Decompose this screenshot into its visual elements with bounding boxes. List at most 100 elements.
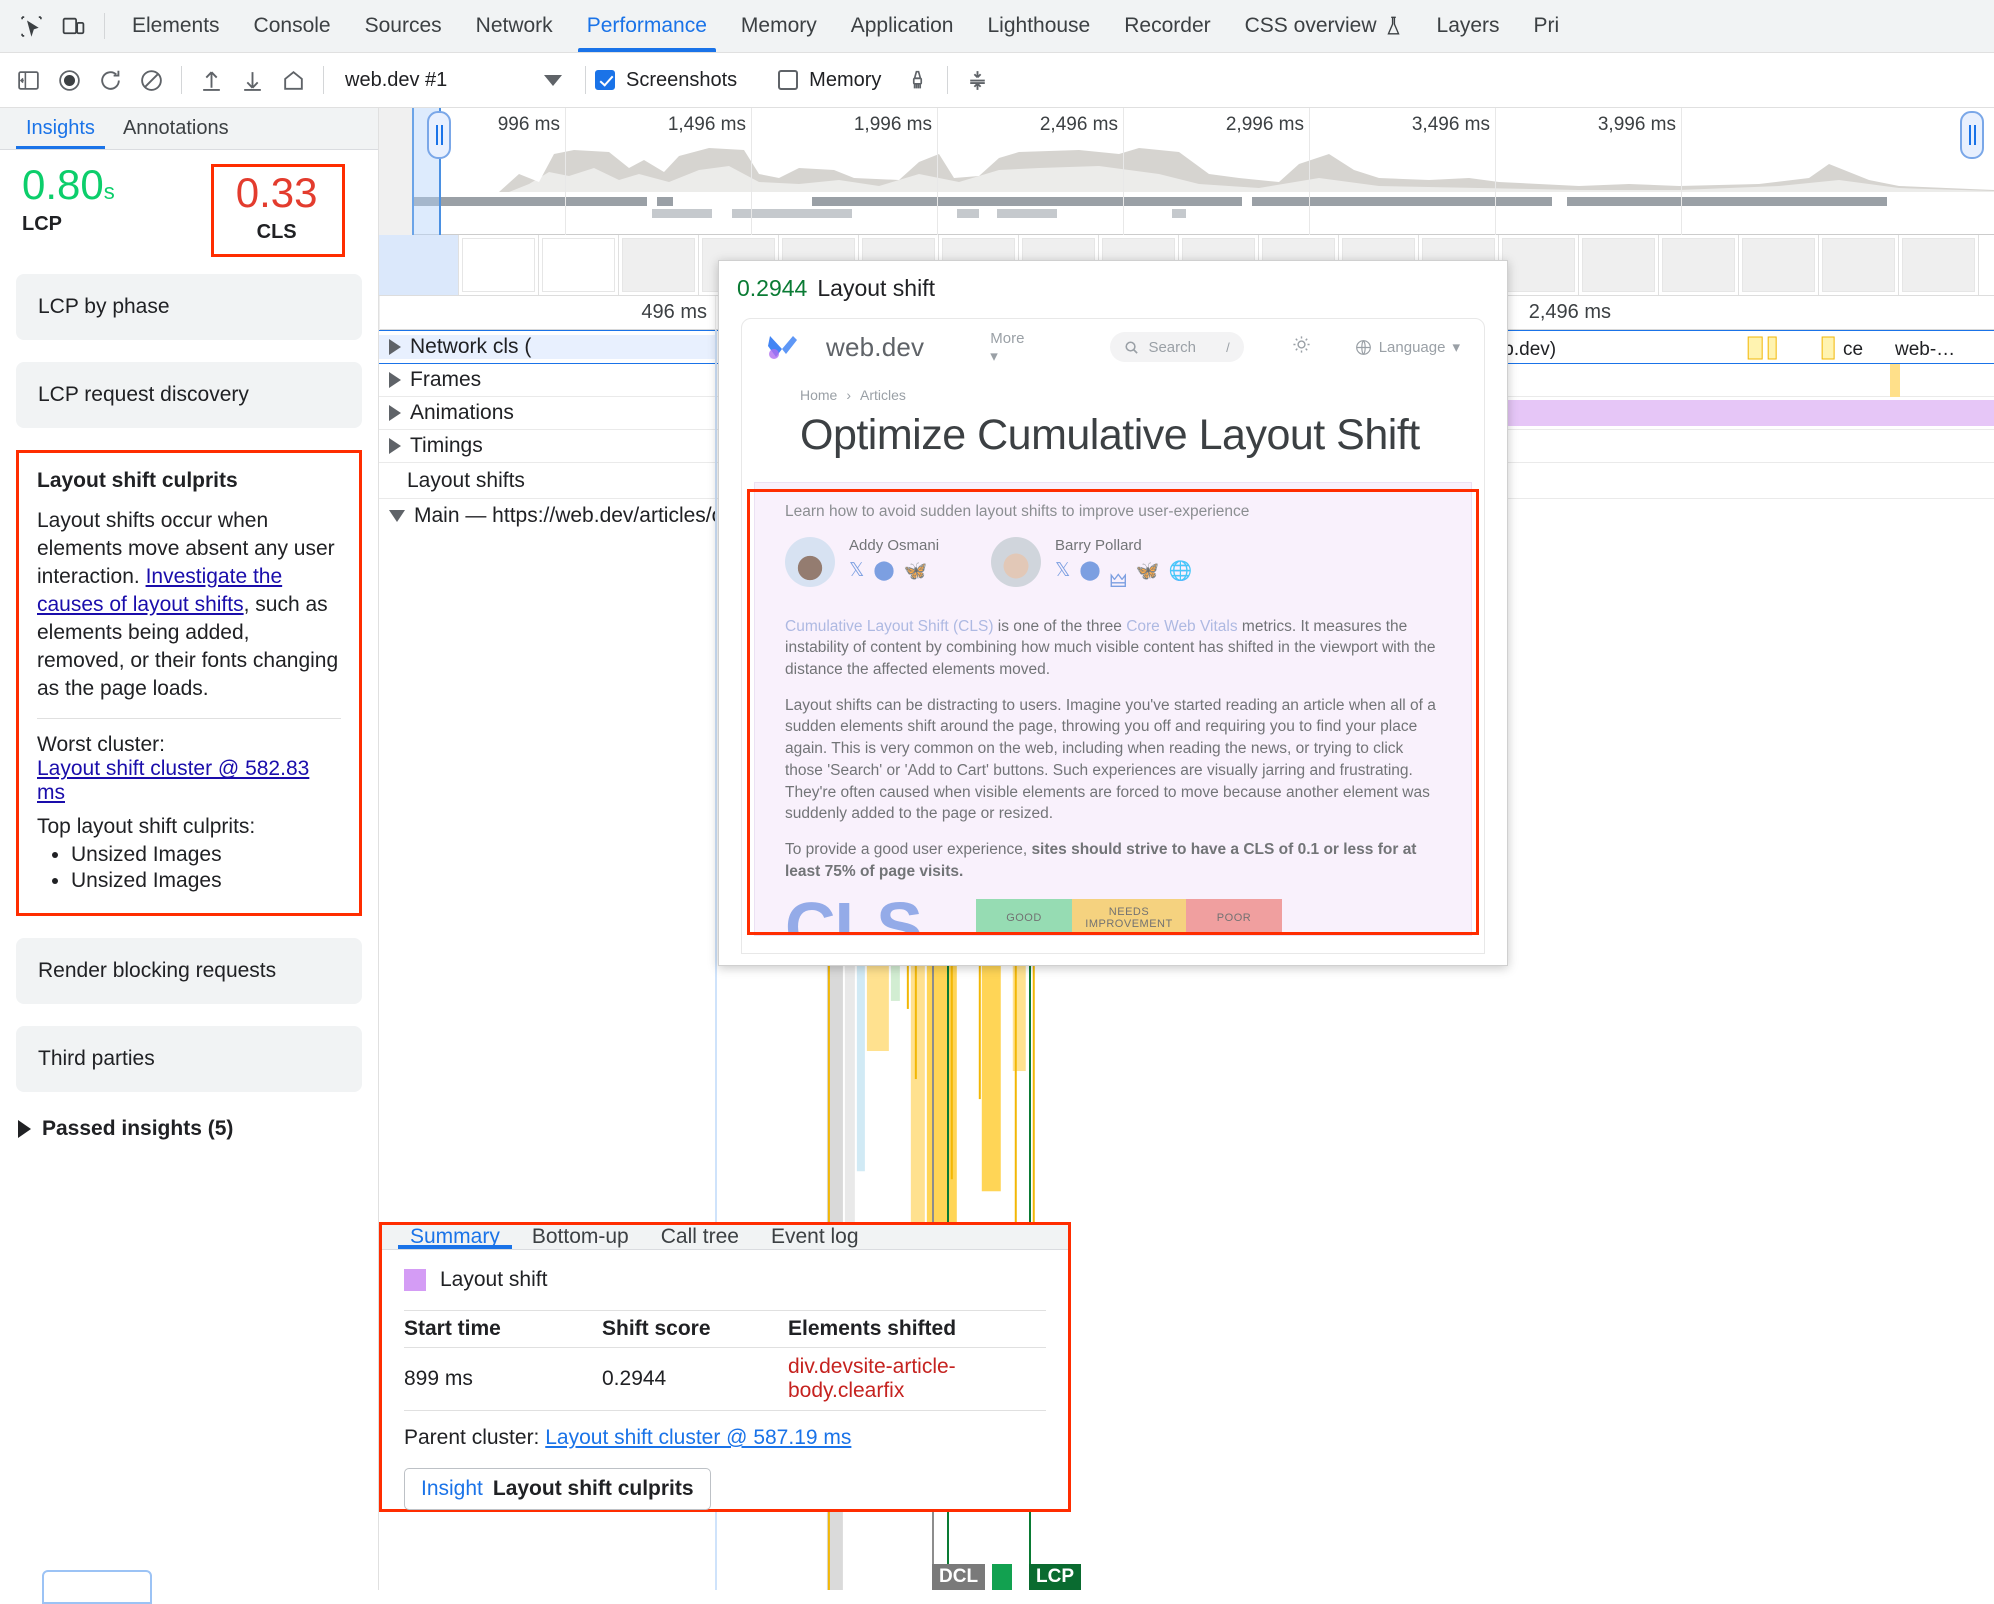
tab-lighthouse[interactable]: Lighthouse [970,0,1107,52]
tab-recorder[interactable]: Recorder [1107,0,1227,52]
text-bold: sites should strive to have a CLS of 0.1… [785,840,1417,880]
overview-ruler: 496 ms 996 ms 1,496 ms 1,996 ms 2,496 ms… [379,108,1994,235]
metric-cls[interactable]: 0.33 CLS [210,164,345,257]
track-header-layout-shifts[interactable]: Layout shifts [379,469,715,493]
x-icon[interactable]: 𝕏 [1055,559,1071,581]
bluesky-icon[interactable]: 🦋 [903,560,928,582]
github-icon[interactable]: ⬤ [1079,559,1101,581]
record-icon[interactable] [49,60,90,101]
device-toolbar-icon[interactable] [52,6,94,46]
insight-button[interactable]: Insight Layout shift culprits [404,1468,711,1510]
reload-and-record-icon[interactable] [90,60,131,101]
insight-card-third-parties[interactable]: Third parties [16,1026,362,1093]
band-good: GOOD [976,899,1072,935]
filmstrip-frame[interactable] [1739,235,1819,295]
tab-application[interactable]: Application [834,0,971,52]
track-header-timings[interactable]: Timings [379,434,715,458]
tab-layers[interactable]: Layers [1420,0,1517,52]
x-icon[interactable]: 𝕏 [849,559,865,581]
memory-checkbox[interactable]: Memory [778,69,881,92]
fcp-marker[interactable] [992,1564,1012,1590]
tab-event-log[interactable]: Event log [755,1225,875,1249]
overview-right-handle[interactable] [1960,111,1984,159]
filmstrip-frame[interactable] [539,235,619,295]
insight-card-render-blocking-requests[interactable]: Render blocking requests [16,938,362,1005]
passed-insights-toggle[interactable]: Passed insights (5) [0,1103,378,1155]
chevron-down-icon[interactable] [544,74,562,86]
tab-console[interactable]: Console [237,0,348,52]
trace-name[interactable]: web.dev #1 [345,68,448,91]
track-header-main[interactable]: Main — https://web.dev/articles/optimi [379,504,715,528]
filmstrip-frame[interactable] [1659,235,1739,295]
track-header-animations[interactable]: Animations [379,401,715,425]
track-header-network[interactable]: Network cls ( [379,335,715,359]
trash-icon[interactable] [897,60,938,101]
theme-toggle-icon[interactable] [1292,335,1311,359]
chevron-down-icon[interactable] [389,509,405,522]
mastodon-icon[interactable]: 🜲 [1109,570,1127,592]
insight-button-value: Layout shift culprits [492,1477,694,1500]
track-header-frames[interactable]: Frames [379,368,715,392]
parent-cluster-link[interactable]: Layout shift cluster @ 587.19 ms [545,1426,852,1449]
tab-memory[interactable]: Memory [724,0,834,52]
tab-privacy[interactable]: Pri [1517,0,1577,52]
lcp-marker[interactable]: LCP [1029,1564,1081,1590]
list-item: Unsized Images [71,869,341,893]
chevron-right-icon[interactable] [389,372,401,388]
globe-icon[interactable]: 🌐 [1168,560,1193,582]
language-selector[interactable]: Language ▾ [1355,338,1460,356]
search-input[interactable]: Search / [1110,332,1244,362]
home-icon[interactable] [273,60,314,101]
timeline-overview[interactable]: 496 ms 996 ms 1,496 ms 1,996 ms 2,496 ms… [379,108,1994,235]
sidebar-toggle-icon[interactable] [8,60,49,101]
tab-performance[interactable]: Performance [570,0,724,52]
chevron-right-icon[interactable] [389,339,401,355]
cwv-link[interactable]: Core Web Vitals [1126,617,1238,635]
sidebar-bottom-control[interactable] [42,1570,152,1604]
tab-network[interactable]: Network [459,0,570,52]
overview-selection-edge[interactable] [439,108,441,235]
chevron-right-icon[interactable] [389,405,401,421]
insight-card-lcp-request-discovery[interactable]: LCP request discovery [16,362,362,428]
collapse-icon[interactable] [957,60,998,101]
download-icon[interactable] [232,60,273,101]
upload-icon[interactable] [191,60,232,101]
tab-label: Network [475,14,553,37]
sidebar-tab-annotations[interactable]: Annotations [109,108,243,149]
nav-more-label: More [990,329,1025,347]
filmstrip-frame[interactable] [1819,235,1899,295]
metric-lcp[interactable]: 0.80s LCP [22,164,115,257]
insight-card-layout-shift-culprits[interactable]: Layout shift culprits Layout shifts occu… [16,450,362,917]
overview-left-handle[interactable] [427,111,451,159]
tab-bottom-up[interactable]: Bottom-up [516,1225,645,1249]
worst-cluster-link[interactable]: Layout shift cluster @ 582.83 ms [37,757,310,805]
cls-link[interactable]: Cumulative Layout Shift (CLS) [785,617,994,635]
filmstrip-frame[interactable] [1899,235,1979,295]
nav-more-dropdown[interactable]: More ▾ [990,329,1025,365]
breadcrumb-item[interactable]: Articles [860,387,906,403]
filmstrip-frame[interactable] [459,235,539,295]
bluesky-icon[interactable]: 🦋 [1135,560,1160,582]
cell-element-shifted[interactable]: div.devsite-article-body.clearfix [788,1347,1046,1411]
insight-card-lcp-by-phase[interactable]: LCP by phase [16,274,362,340]
investigate-layout-shifts-link[interactable]: Investigate the causes of layout shifts [37,564,283,616]
breadcrumb-item[interactable]: Home [800,387,838,403]
sidebar-tab-insights[interactable]: Insights [12,108,109,149]
tab-css-overview[interactable]: CSS overview [1228,0,1420,52]
inspect-element-icon[interactable] [10,6,52,46]
screenshots-checkbox[interactable]: Screenshots [595,69,737,92]
chevron-right-icon[interactable] [389,438,401,454]
filmstrip-frame[interactable] [379,235,459,295]
filmstrip-frame[interactable] [1499,235,1579,295]
dcl-marker[interactable]: DCL [932,1564,986,1590]
track-main[interactable]: Main — https://web.dev/articles/optimi [379,499,1994,532]
culprits-label: Top layout shift culprits: [37,815,256,839]
tab-summary[interactable]: Summary [394,1225,516,1249]
tab-call-tree[interactable]: Call tree [645,1225,755,1249]
tab-sources[interactable]: Sources [348,0,459,52]
tab-elements[interactable]: Elements [115,0,237,52]
filmstrip-frame[interactable] [1579,235,1659,295]
clear-icon[interactable] [131,60,172,101]
filmstrip-frame[interactable] [619,235,699,295]
github-icon[interactable]: ⬤ [873,559,895,581]
